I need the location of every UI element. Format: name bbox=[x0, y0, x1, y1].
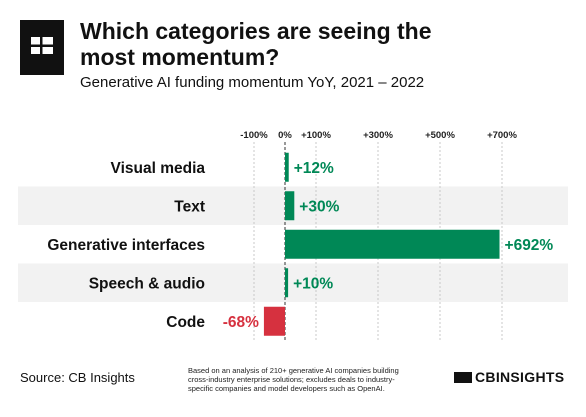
source-text: Source: CB Insights bbox=[20, 370, 135, 385]
methodology-note: Based on an analysis of 210+ generative … bbox=[188, 366, 399, 393]
value-label: +10% bbox=[293, 275, 333, 292]
cb-insights-logo-icon bbox=[20, 20, 64, 75]
category-label: Visual media bbox=[111, 160, 206, 177]
x-tick-label: +300% bbox=[363, 130, 393, 141]
category-label: Speech & audio bbox=[89, 275, 205, 292]
bar bbox=[285, 191, 295, 221]
value-label: +30% bbox=[299, 198, 339, 215]
chart-subtitle: Generative AI funding momentum YoY, 2021… bbox=[80, 74, 425, 91]
value-label: -68% bbox=[223, 314, 259, 331]
brand-name: CBINSIGHTS bbox=[475, 369, 565, 385]
x-tick-label: -100% bbox=[240, 130, 268, 141]
bar bbox=[263, 306, 285, 336]
brand-mark-icon bbox=[454, 372, 472, 383]
chart-title: Which categories are seeing the most mom… bbox=[80, 18, 432, 70]
x-tick-label: +500% bbox=[425, 130, 455, 141]
value-label: +12% bbox=[294, 160, 334, 177]
category-label: Code bbox=[166, 314, 205, 331]
x-tick-label: +700% bbox=[487, 130, 517, 141]
bar bbox=[285, 229, 500, 259]
bar-chart: -100% 0% +100% +300% +500% +700% Visual media +… bbox=[18, 130, 568, 341]
value-label: +692% bbox=[505, 237, 554, 254]
bar bbox=[285, 268, 289, 298]
category-label: Text bbox=[174, 198, 205, 215]
category-label: Generative interfaces bbox=[47, 237, 205, 254]
row-band bbox=[18, 263, 568, 302]
bar bbox=[285, 152, 289, 182]
brand-logo: CBINSIGHTS bbox=[454, 369, 564, 385]
x-tick-label: 0% bbox=[278, 130, 292, 141]
x-tick-label: +100% bbox=[301, 130, 331, 141]
